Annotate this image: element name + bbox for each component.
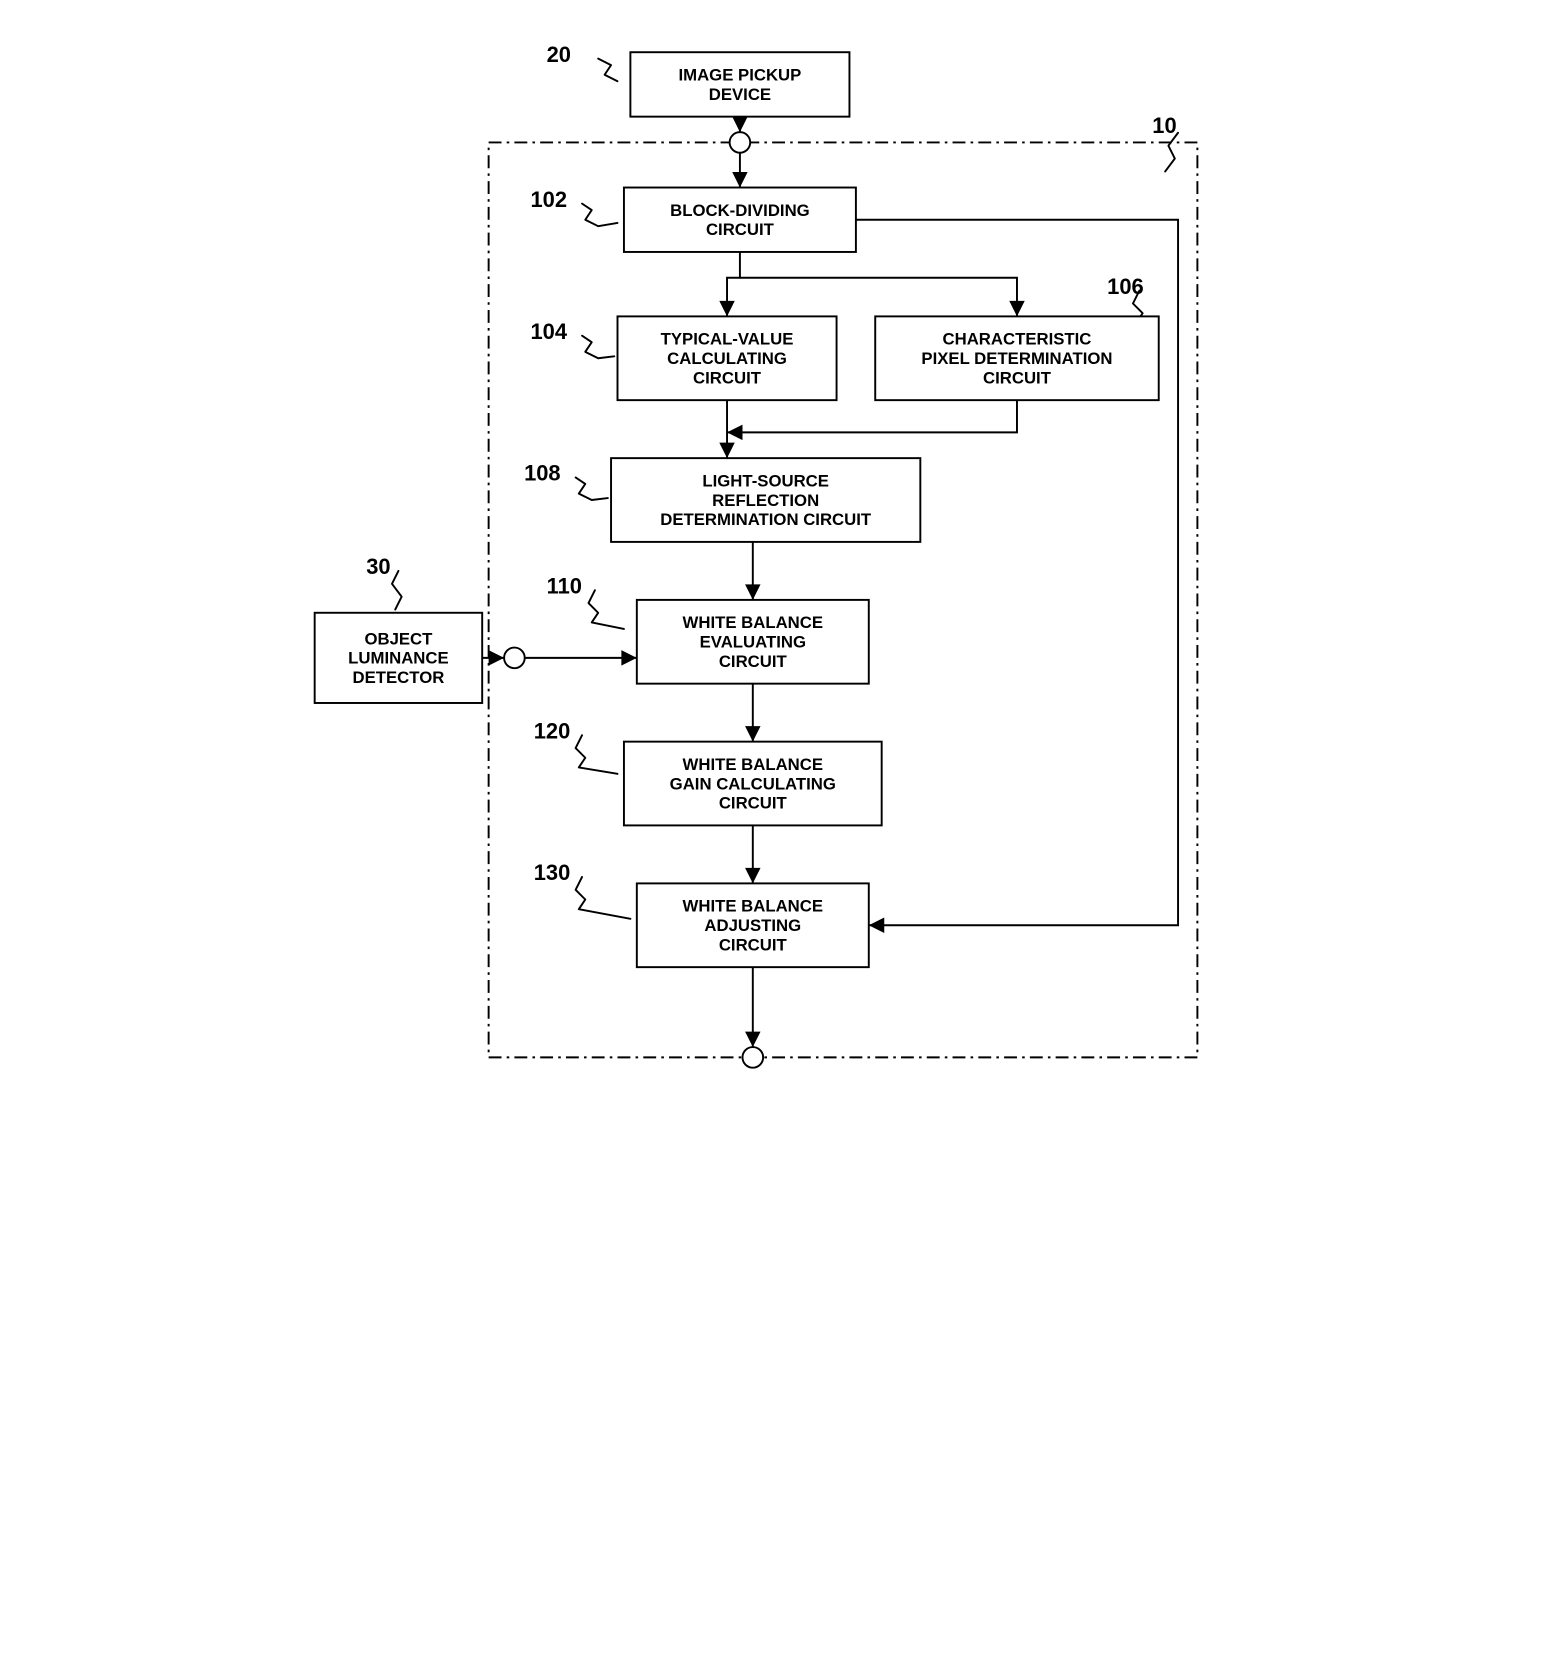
svg-text:WHITE BALANCE: WHITE BALANCE xyxy=(683,897,824,916)
svg-text:106: 106 xyxy=(1107,274,1144,299)
svg-text:LUMINANCE: LUMINANCE xyxy=(348,649,449,668)
svg-text:30: 30 xyxy=(366,554,390,579)
svg-text:102: 102 xyxy=(531,187,568,212)
svg-text:EVALUATING: EVALUATING xyxy=(700,633,806,652)
svg-text:WHITE BALANCE: WHITE BALANCE xyxy=(683,755,824,774)
svg-text:WHITE BALANCE: WHITE BALANCE xyxy=(683,613,824,632)
svg-text:OBJECT: OBJECT xyxy=(364,629,433,648)
svg-text:10: 10 xyxy=(1152,113,1176,138)
svg-text:CIRCUIT: CIRCUIT xyxy=(693,368,762,387)
svg-text:BLOCK-DIVIDING: BLOCK-DIVIDING xyxy=(670,201,810,220)
svg-text:108: 108 xyxy=(524,461,561,486)
svg-text:DEVICE: DEVICE xyxy=(709,85,771,104)
svg-text:120: 120 xyxy=(534,718,571,743)
svg-text:20: 20 xyxy=(547,42,571,67)
svg-text:DETERMINATION CIRCUIT: DETERMINATION CIRCUIT xyxy=(660,510,872,529)
flowchart-diagram: 10IMAGE PICKUPDEVICE20OBJECTLUMINANCEDET… xyxy=(276,20,1276,1098)
svg-text:CIRCUIT: CIRCUIT xyxy=(719,935,788,954)
svg-text:110: 110 xyxy=(547,573,582,598)
svg-text:IMAGE PICKUP: IMAGE PICKUP xyxy=(678,66,801,85)
svg-text:LIGHT-SOURCE: LIGHT-SOURCE xyxy=(702,471,829,490)
svg-text:CALCULATING: CALCULATING xyxy=(667,349,787,368)
svg-text:CIRCUIT: CIRCUIT xyxy=(719,794,788,813)
svg-text:DETECTOR: DETECTOR xyxy=(353,668,445,687)
svg-text:104: 104 xyxy=(531,319,568,344)
svg-text:130: 130 xyxy=(534,860,571,885)
svg-text:GAIN CALCULATING: GAIN CALCULATING xyxy=(670,774,836,793)
svg-text:REFLECTION: REFLECTION xyxy=(712,491,819,510)
svg-text:TYPICAL-VALUE: TYPICAL-VALUE xyxy=(661,330,794,349)
svg-text:ADJUSTING: ADJUSTING xyxy=(704,916,801,935)
svg-text:CHARACTERISTIC: CHARACTERISTIC xyxy=(943,330,1092,349)
svg-text:CIRCUIT: CIRCUIT xyxy=(719,652,788,671)
svg-text:CIRCUIT: CIRCUIT xyxy=(983,368,1052,387)
svg-text:CIRCUIT: CIRCUIT xyxy=(706,220,775,239)
svg-text:PIXEL DETERMINATION: PIXEL DETERMINATION xyxy=(921,349,1112,368)
